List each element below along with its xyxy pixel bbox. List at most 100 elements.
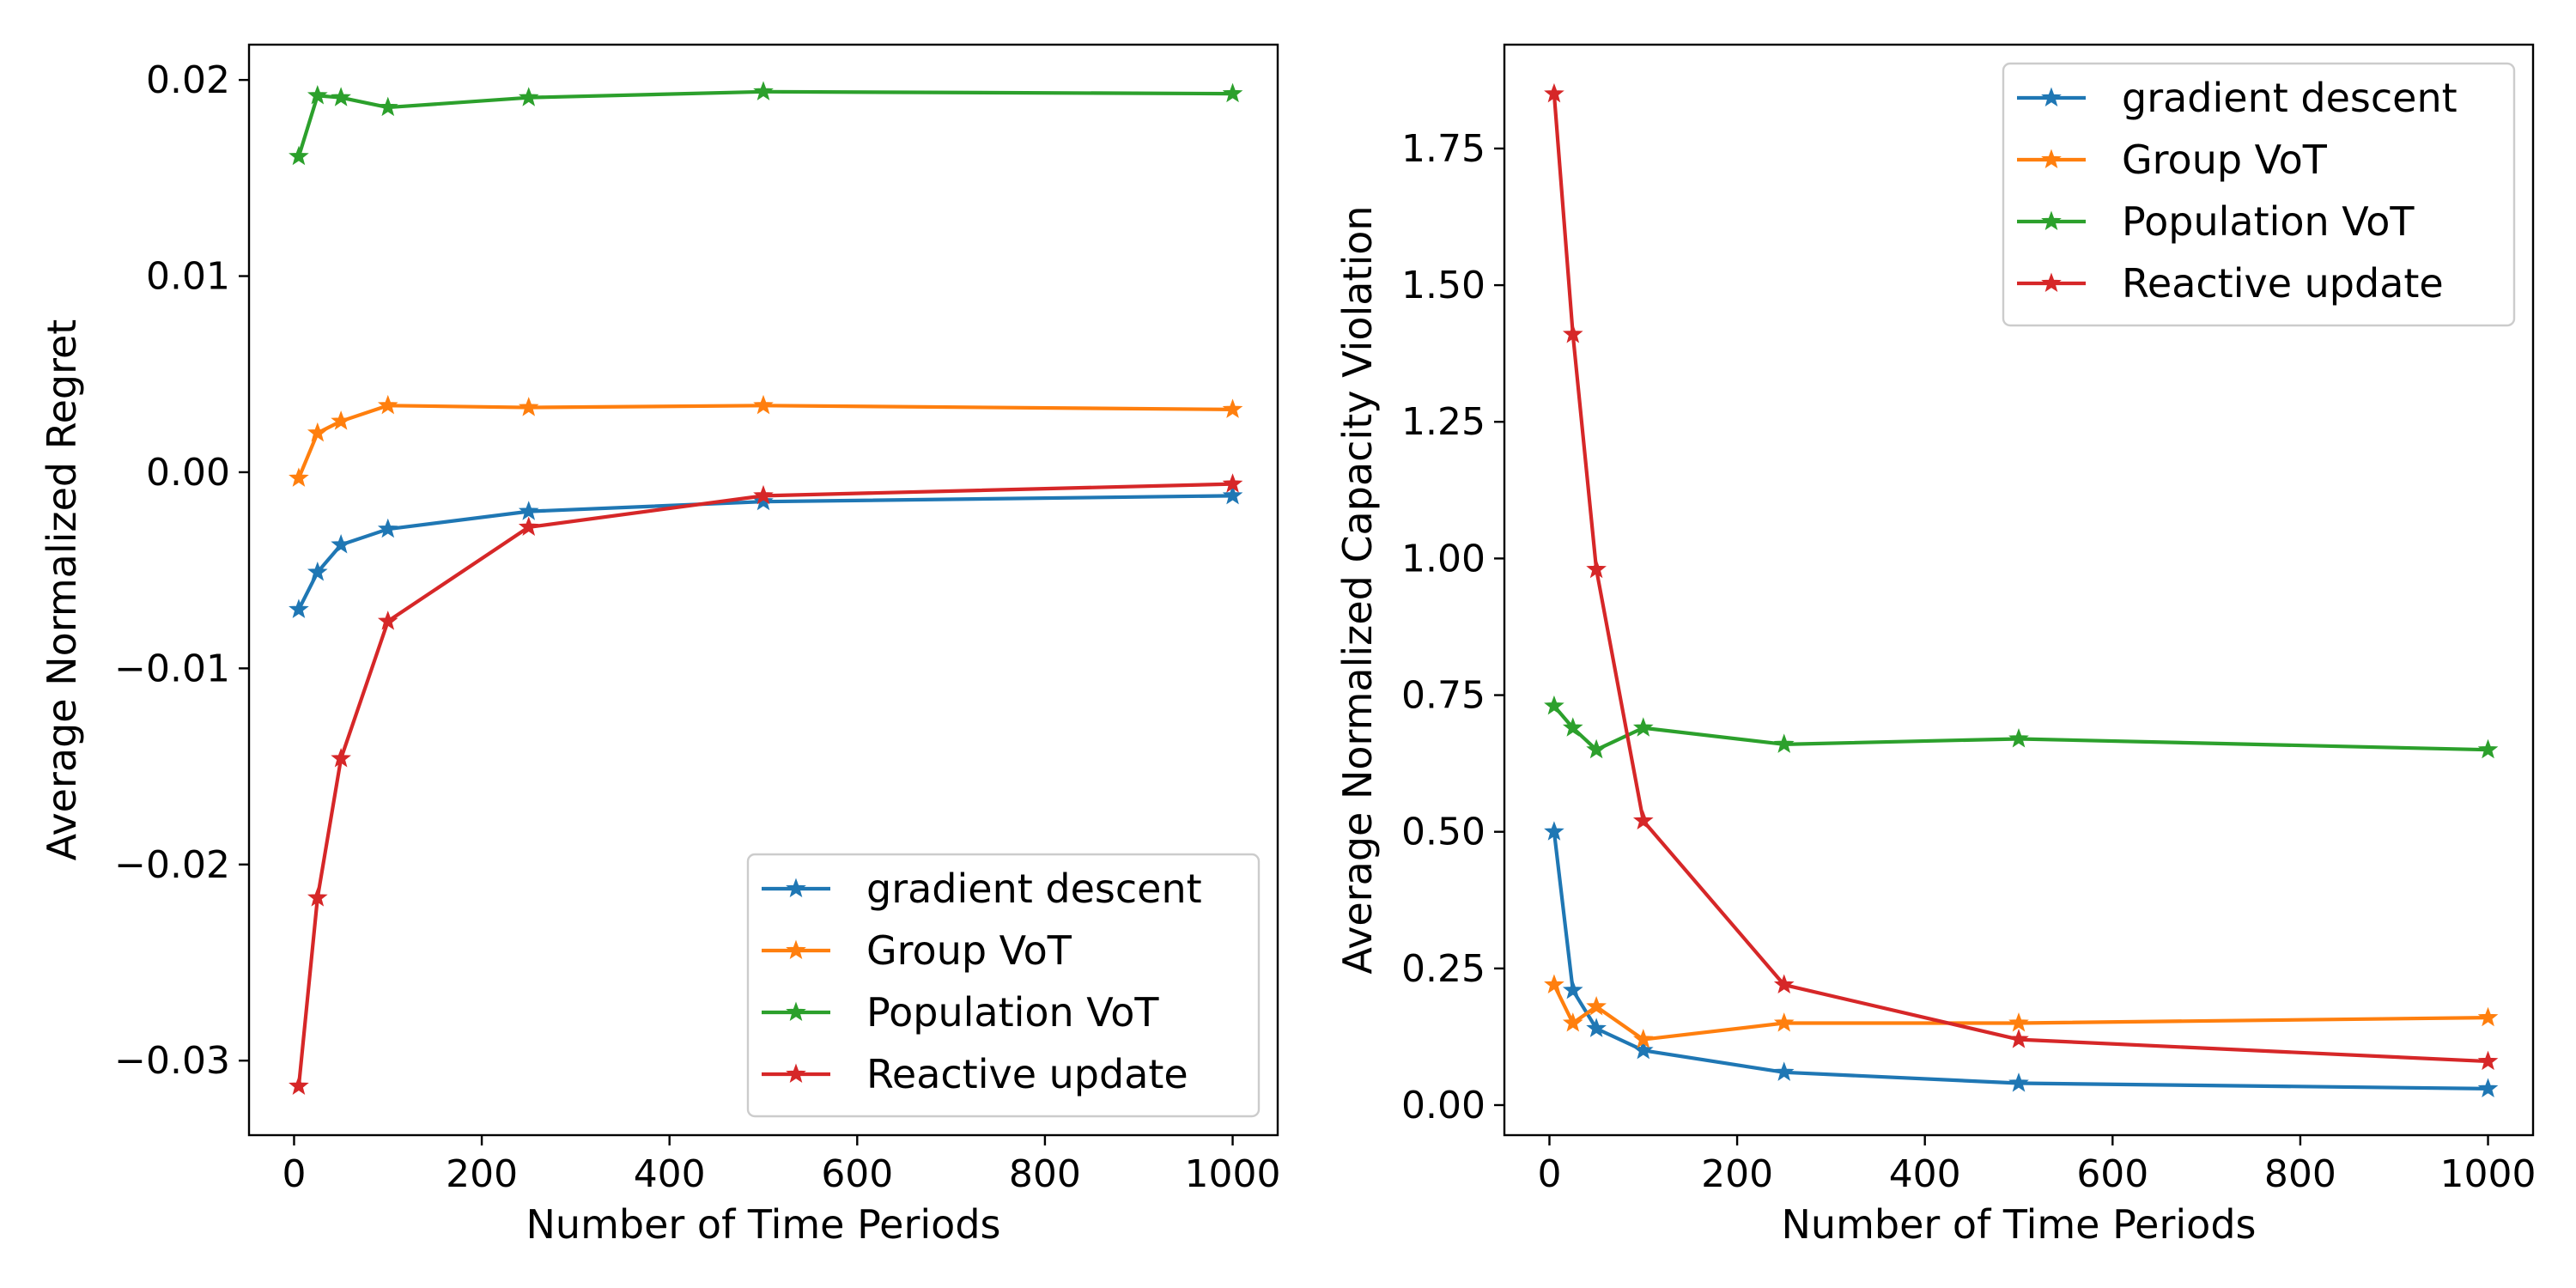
- regret-point-gradient-descent-4: [518, 501, 539, 520]
- regret-x-tick-label: 200: [446, 1152, 518, 1196]
- regret-y-tick-label: −0.03: [114, 1039, 230, 1083]
- regret-point-population-vot-3: [377, 96, 398, 117]
- regret-point-population-vot-4: [518, 87, 539, 106]
- regret-point-reactive-update-6: [1222, 473, 1243, 493]
- capacity-y-tick-label: 0.50: [1401, 811, 1485, 854]
- capacity-y-tick-label: 1.25: [1401, 400, 1485, 444]
- regret-point-gradient-descent-0: [289, 598, 309, 618]
- regret-y-axis-label: Average Normalized Regret: [39, 319, 85, 861]
- capacity-legend-label-reactive-update: Reactive update: [2122, 260, 2444, 307]
- regret-point-reactive-update-5: [753, 484, 774, 505]
- capacity-y-tick-label: 1.75: [1401, 127, 1485, 171]
- capacity-legend-label-group-vot: Group VoT: [2122, 137, 2328, 183]
- capacity-point-gradient-descent-0: [1544, 821, 1564, 841]
- regret-point-reactive-update-0: [289, 1075, 309, 1095]
- regret-point-population-vot-6: [1222, 82, 1243, 103]
- capacity-x-axis-label: Number of Time Periods: [1782, 1201, 2257, 1248]
- capacity-x-tick-label: 600: [2076, 1152, 2148, 1196]
- regret-legend-label-gradient-descent: gradient descent: [866, 866, 1202, 912]
- capacity-series-line-group-vot: [1552, 982, 2490, 1042]
- regret-axes-frame: [247, 43, 1279, 1137]
- capacity-y-tick-label: 0.00: [1401, 1084, 1485, 1127]
- regret-y-tick-label: 0.02: [146, 58, 230, 102]
- capacity-series-line-gradient-descent: [1552, 829, 2490, 1091]
- regret-point-gradient-descent-6: [1222, 484, 1243, 505]
- capacity-point-gradient-descent-4: [1773, 1061, 1795, 1081]
- regret-point-group-vot-1: [307, 422, 328, 442]
- regret-series-line-population-vot: [296, 89, 1235, 159]
- capacity-violation-chart-panel: 0 200 400 600 800 1000 0.00 0.25 0.50 0.75 1.00 1.2…: [1334, 43, 2537, 1248]
- capacity-legend: gradient descent Group VoT Population VoT R…: [2002, 62, 2516, 327]
- capacity-legend-marker-reactive-update: [2041, 272, 2062, 293]
- regret-legend-box: [746, 853, 1261, 1118]
- capacity-x-tick-label: 1000: [2440, 1152, 2537, 1196]
- regret-point-population-vot-5: [753, 81, 774, 100]
- regret-chart-panel: 0 200 400 600 800 1000 −0.03 −0.02 −0.01 0.00 0.01…: [39, 43, 1281, 1248]
- capacity-point-gradient-descent-2: [1586, 1018, 1607, 1037]
- regret-legend-label-group-vot: Group VoT: [866, 927, 1072, 974]
- regret-point-gradient-descent-5: [753, 490, 774, 511]
- regret-x-tick-label: 0: [282, 1152, 306, 1196]
- capacity-point-group-vot-1: [1562, 1012, 1583, 1032]
- capacity-x-tick-label: 200: [1701, 1152, 1773, 1196]
- capacity-point-group-vot-0: [1544, 974, 1564, 994]
- regret-point-gradient-descent-1: [307, 562, 328, 581]
- regret-legend-marker-reactive-update: [786, 1063, 806, 1084]
- regret-point-reactive-update-4: [518, 516, 539, 536]
- capacity-point-population-vot-4: [1773, 733, 1795, 753]
- capacity-legend-marker-group-vot: [2041, 149, 2062, 169]
- capacity-y-tick-label: 1.00: [1401, 537, 1485, 580]
- capacity-point-population-vot-2: [1586, 738, 1607, 759]
- regret-point-population-vot-2: [331, 87, 351, 106]
- capacity-point-group-vot-2: [1586, 995, 1607, 1016]
- regret-y-tick-label: −0.02: [114, 843, 230, 887]
- capacity-point-population-vot-3: [1632, 717, 1654, 737]
- regret-point-population-vot-0: [289, 145, 309, 166]
- regret-series-line-gradient-descent: [296, 494, 1235, 611]
- capacity-point-population-vot-1: [1562, 717, 1583, 737]
- capacity-x-tick-label: 0: [1537, 1152, 1561, 1196]
- capacity-y-axis-label: Average Normalized Capacity Violation: [1334, 205, 1381, 974]
- capacity-axes-frame: [1503, 43, 2535, 1137]
- regret-series-line-group-vot: [296, 404, 1235, 480]
- regret-point-group-vot-6: [1222, 398, 1243, 418]
- capacity-legend-box: [2002, 62, 2516, 327]
- capacity-point-gradient-descent-6: [2477, 1078, 2499, 1097]
- capacity-point-reactive-update-2: [1586, 558, 1607, 579]
- capacity-point-reactive-update-4: [1773, 974, 1795, 994]
- capacity-point-population-vot-5: [2008, 728, 2029, 748]
- regret-point-reactive-update-1: [307, 887, 328, 907]
- capacity-point-reactive-update-0: [1544, 82, 1564, 103]
- capacity-y-tick-label: 0.75: [1401, 674, 1485, 718]
- regret-x-tick-label: 800: [1009, 1152, 1081, 1196]
- regret-legend-marker-population-vot: [786, 1001, 806, 1022]
- regret-x-axis-label: Number of Time Periods: [526, 1201, 1001, 1248]
- regret-point-group-vot-4: [518, 397, 539, 416]
- regret-point-gradient-descent-3: [377, 518, 398, 538]
- regret-legend: gradient descent Group VoT Population VoT R…: [746, 853, 1261, 1118]
- regret-point-group-vot-0: [289, 467, 309, 487]
- capacity-point-population-vot-6: [2477, 738, 2499, 759]
- regret-legend-marker-group-vot: [786, 939, 806, 960]
- capacity-x-tick-label: 400: [1889, 1152, 1961, 1196]
- capacity-y-tick-label: 0.25: [1401, 947, 1485, 991]
- regret-point-group-vot-3: [377, 394, 398, 415]
- regret-point-reactive-update-2: [331, 748, 351, 768]
- regret-legend-marker-gradient-descent: [786, 878, 806, 898]
- regret-legend-label-reactive-update: Reactive update: [866, 1051, 1188, 1097]
- regret-point-gradient-descent-2: [331, 534, 351, 554]
- capacity-point-population-vot-0: [1544, 695, 1564, 715]
- regret-x-tick-label: 1000: [1185, 1152, 1281, 1196]
- capacity-point-reactive-update-3: [1632, 810, 1654, 830]
- capacity-x-tick-label: 800: [2264, 1152, 2336, 1196]
- capacity-point-reactive-update-1: [1562, 323, 1583, 343]
- capacity-point-group-vot-4: [1773, 1012, 1795, 1032]
- capacity-point-gradient-descent-5: [2008, 1072, 2029, 1092]
- capacity-point-group-vot-3: [1632, 1029, 1654, 1048]
- capacity-legend-marker-gradient-descent: [2041, 87, 2062, 107]
- capacity-legend-label-gradient-descent: gradient descent: [2122, 75, 2458, 121]
- regret-point-group-vot-5: [753, 394, 774, 415]
- capacity-point-reactive-update-6: [2477, 1050, 2499, 1071]
- capacity-point-group-vot-6: [2477, 1006, 2499, 1027]
